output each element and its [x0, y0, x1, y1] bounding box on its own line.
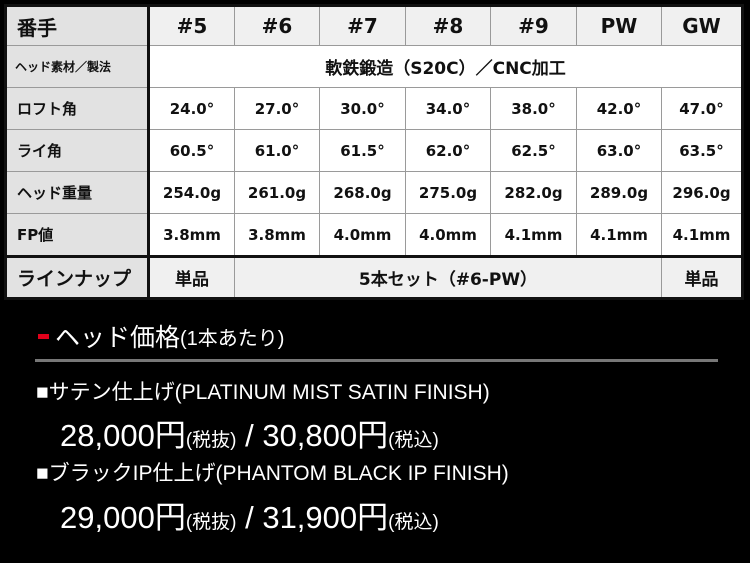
cell: 4.0mm: [319, 213, 406, 257]
table-row: ヘッド重量 254.0g 261.0g 268.0g 275.0g 282.0g…: [5, 171, 743, 214]
price-in: 30,800円: [262, 418, 389, 453]
price-ex: 29,000円: [60, 500, 186, 535]
cell: 289.0g: [576, 171, 662, 214]
cell: 63.0°: [576, 129, 662, 172]
lineup-single: 単品: [148, 255, 235, 299]
finish-name: ■ブラックIP仕上げ(PHANTOM BLACK IP FINISH): [36, 462, 509, 485]
tax-in-label: (税込): [388, 430, 439, 451]
price-in: 31,900円: [262, 500, 389, 535]
cell: 47.0°: [661, 87, 743, 130]
column-header: #8: [405, 5, 491, 46]
cell: 30.0°: [319, 87, 406, 130]
material-row: ヘッド素材／製法 軟鉄鍛造（S20C）／CNC加工: [5, 45, 743, 88]
separator: /: [236, 418, 263, 453]
cell: 4.1mm: [661, 213, 743, 257]
cell: 4.1mm: [576, 213, 662, 257]
red-marker-icon: [38, 333, 49, 339]
tax-ex-label: (税抜): [185, 512, 237, 533]
cell: 42.0°: [576, 87, 662, 130]
cell: 34.0°: [405, 87, 491, 130]
divider: [35, 359, 718, 362]
separator: /: [236, 500, 263, 535]
cell: 282.0g: [490, 171, 577, 214]
tax-in-label: (税込): [388, 512, 439, 533]
column-header: PW: [576, 5, 662, 46]
tax-ex-label: (税抜): [185, 430, 237, 451]
header-row: 番手 #5 #6 #7 #8 #9 PW GW: [5, 5, 743, 46]
column-header: #7: [319, 5, 406, 46]
cell: 4.0mm: [405, 213, 491, 257]
cell: 261.0g: [234, 171, 320, 214]
row-label: ヘッド素材／製法: [5, 45, 150, 88]
cell: 61.0°: [234, 129, 320, 172]
row-label: ライ角: [5, 129, 150, 172]
lineup-single: 単品: [661, 255, 743, 299]
pricing-title-sub: (1本あたり): [180, 327, 285, 350]
price-line: 28,000円(税抜) / 30,800円(税込): [60, 410, 439, 455]
column-header: #9: [490, 5, 577, 46]
cell: 62.5°: [490, 129, 577, 172]
cell: 24.0°: [148, 87, 235, 130]
price-ex: 28,000円: [60, 418, 186, 453]
pricing-title-text: ヘッド価格: [55, 324, 181, 352]
material-value: 軟鉄鍛造（S20C）／CNC加工: [148, 45, 743, 88]
finish-name: ■サテン仕上げ(PLATINUM MIST SATIN FINISH): [36, 381, 490, 404]
row-label: FP値: [5, 213, 150, 257]
pricing-title: ヘッド価格 (1本あたり): [38, 318, 284, 354]
column-header: #6: [234, 5, 320, 46]
cell: 268.0g: [319, 171, 406, 214]
cell: 275.0g: [405, 171, 491, 214]
cell: 60.5°: [148, 129, 235, 172]
table-row: ロフト角 24.0° 27.0° 30.0° 34.0° 38.0° 42.0°…: [5, 87, 743, 130]
cell: 38.0°: [490, 87, 577, 130]
cell: 4.1mm: [490, 213, 577, 257]
spec-table: 番手 #5 #6 #7 #8 #9 PW GW ヘッド素材／製法 軟鉄鍛造（S2…: [4, 4, 744, 300]
column-header: #5: [148, 5, 235, 46]
price-line: 29,000円(税抜) / 31,900円(税込): [60, 492, 439, 537]
row-label: ヘッド重量: [5, 171, 150, 214]
cell: 3.8mm: [234, 213, 320, 257]
column-header: GW: [661, 5, 743, 46]
row-label: ロフト角: [5, 87, 150, 130]
cell: 61.5°: [319, 129, 406, 172]
lineup-set: 5本セット（#6-PW）: [234, 255, 662, 299]
row-label: ラインナップ: [5, 255, 150, 299]
cell: 3.8mm: [148, 213, 235, 257]
cell: 62.0°: [405, 129, 491, 172]
table-row: FP値 3.8mm 3.8mm 4.0mm 4.0mm 4.1mm 4.1mm …: [5, 213, 743, 257]
cell: 63.5°: [661, 129, 743, 172]
cell: 27.0°: [234, 87, 320, 130]
cell: 254.0g: [148, 171, 235, 214]
cell: 296.0g: [661, 171, 743, 214]
lineup-row: ラインナップ 単品 5本セット（#6-PW） 単品: [5, 255, 743, 299]
row-label: 番手: [5, 5, 150, 46]
table-row: ライ角 60.5° 61.0° 61.5° 62.0° 62.5° 63.0° …: [5, 129, 743, 172]
